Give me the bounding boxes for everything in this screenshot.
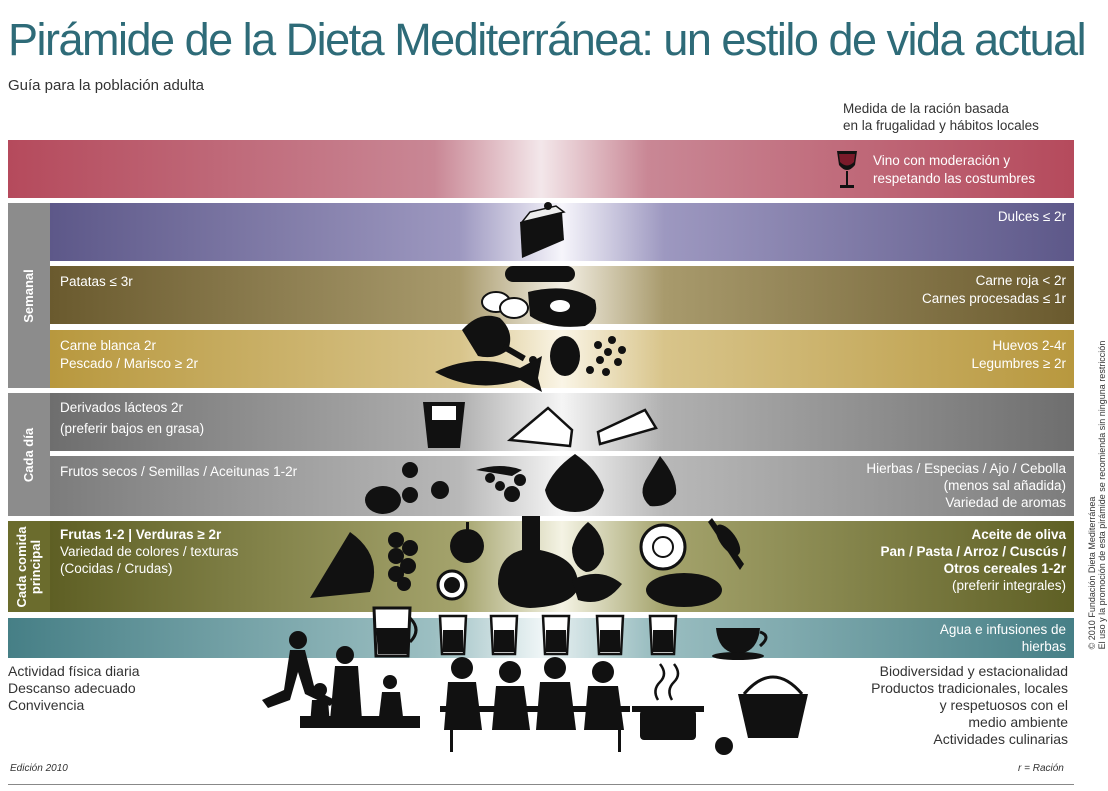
lettuce-icon — [639, 523, 687, 571]
water-glass-icon — [438, 614, 678, 656]
watermelon-icon — [310, 532, 375, 598]
cake-icon — [520, 202, 566, 258]
label-meal: Cada comida principal — [8, 521, 50, 612]
oil-text: Aceite de oliva Pan / Pasta / Arroz / Cu… — [880, 527, 1066, 593]
sweets-text: Dulces ≤ 2r — [997, 209, 1066, 224]
lifestyle-right: Biodiversidad y estacionalidad Productos… — [871, 663, 1068, 747]
steak-icon — [528, 288, 597, 327]
pot-icon — [632, 663, 704, 740]
water-text: Agua e infusiones de hierbas — [939, 622, 1066, 654]
page-title: Pirámide de la Dieta Mediterránea: un es… — [8, 14, 1087, 65]
edition-label: Edición 2010 — [10, 763, 68, 774]
potatoes-text: Patatas ≤ 3r — [60, 274, 133, 289]
apple-icon — [450, 522, 484, 563]
chicken-icon — [462, 315, 537, 364]
ration-legend: r = Ración — [1018, 763, 1064, 774]
jug-icon — [372, 606, 418, 658]
beans-icon — [586, 336, 626, 376]
bread-icon — [646, 573, 722, 607]
grapes-icon — [388, 532, 418, 591]
water-band: Agua e infusiones de hierbas — [8, 618, 1074, 658]
wine-band: Vino con moderación y respetando las cos… — [8, 140, 1074, 198]
white-meat-text: Carne blanca 2r Pescado / Marisco ≥ 2r — [60, 338, 198, 371]
teacup-icon — [712, 628, 768, 660]
dairy-text: Derivados lácteos 2r (preferir bajos en … — [60, 400, 205, 436]
red-meat-text: Carne roja < 2r Carnes procesadas ≤ 1r — [922, 273, 1066, 306]
wheat-icon — [708, 518, 744, 570]
lifestyle-left: Actividad física diaria Descanso adecuad… — [8, 663, 140, 713]
orange-icon — [436, 569, 468, 601]
wine-text: Vino con moderación y respetando las cos… — [873, 153, 1036, 186]
artichoke-icon — [572, 522, 622, 602]
fish-icon — [435, 356, 542, 392]
label-weekly: Semanal — [8, 203, 50, 388]
grapes-icon — [476, 466, 526, 502]
subtitle: Guía para la población adulta — [8, 77, 204, 94]
family-icon — [262, 631, 420, 728]
onion-icon — [545, 454, 604, 512]
garlic-icon — [642, 456, 677, 507]
herbs-text: Hierbas / Especias / Ajo / Cebolla (meno… — [866, 461, 1066, 510]
bottom-rule — [8, 784, 1074, 785]
basket-icon — [715, 675, 808, 755]
eggs-text: Huevos 2-4r Legumbres ≥ 2r — [971, 338, 1066, 371]
wine-glass-icon — [837, 151, 857, 188]
yogurt-icon — [423, 402, 465, 448]
cheese-icon — [506, 406, 658, 448]
copyright-note: © 2010 Fundación Dieta Mediterránea El u… — [1087, 340, 1107, 650]
oil-jar-icon — [498, 516, 579, 608]
nuts-text: Frutos secos / Semillas / Aceitunas 1-2r — [60, 464, 298, 479]
dining-family-icon — [440, 657, 630, 752]
measure-note: Medida de la ración basada en la frugali… — [843, 101, 1039, 133]
potato-icon — [481, 291, 529, 319]
label-daily: Cada día — [8, 393, 50, 516]
walnut-icon — [365, 462, 449, 514]
sausage-icon — [505, 266, 575, 282]
fruits-text: Frutas 1-2 | Verduras ≥ 2r Variedad de c… — [60, 527, 239, 576]
egg-icon — [550, 336, 580, 376]
